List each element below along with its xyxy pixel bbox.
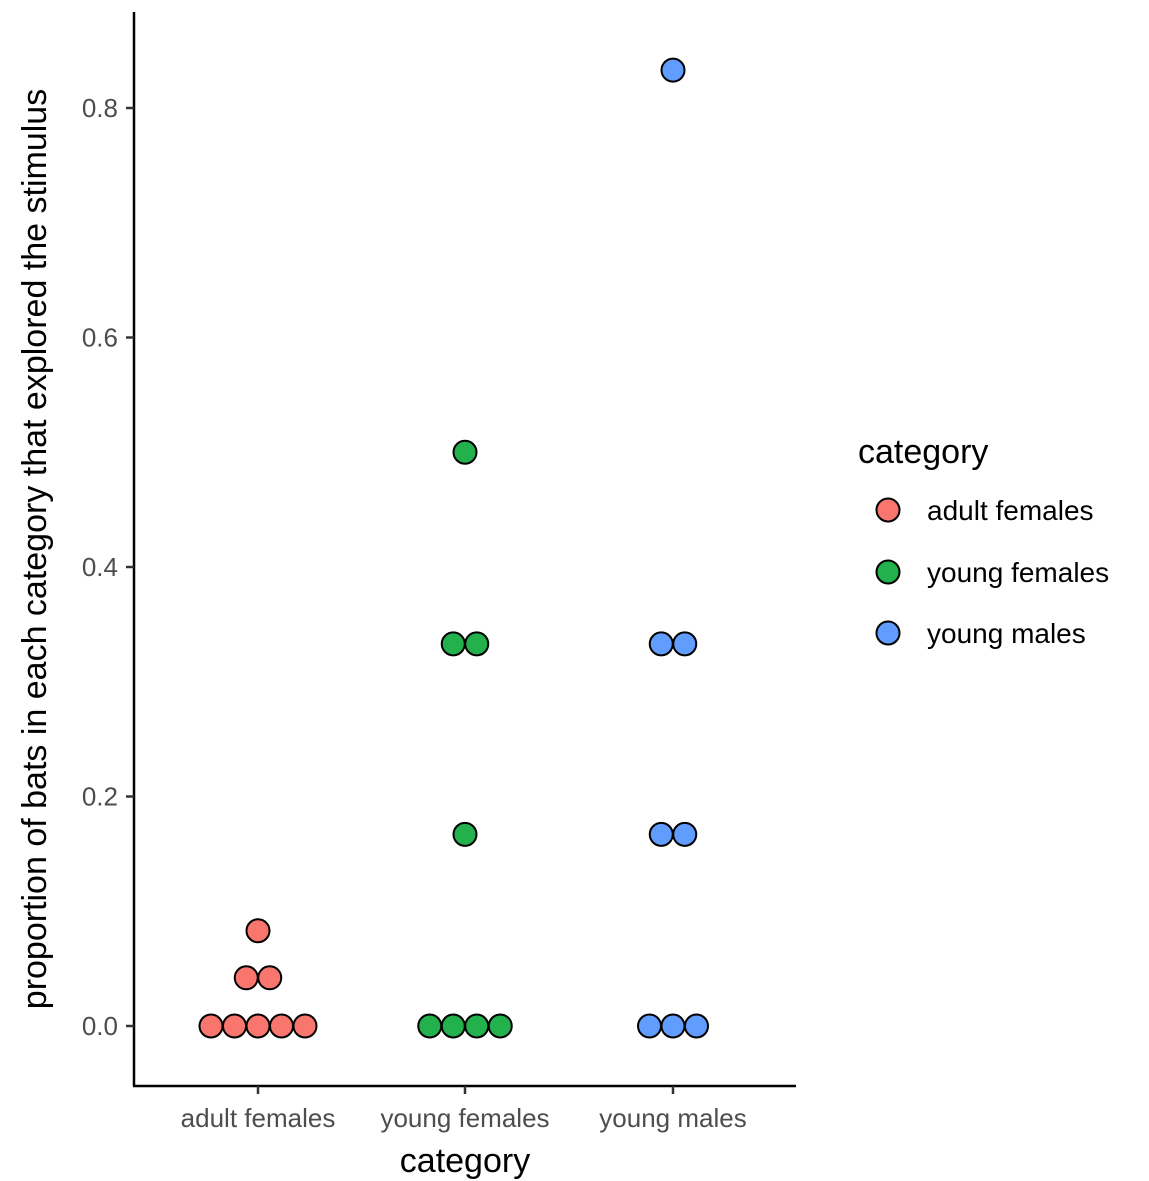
x-tick-label: adult females — [181, 1103, 336, 1133]
y-tick-label: 0.0 — [82, 1011, 118, 1041]
data-point-young-males — [650, 632, 673, 655]
legend: category adult females young females young… — [858, 433, 1109, 649]
legend-label: young females — [927, 557, 1109, 588]
y-tick-label: 0.4 — [82, 552, 118, 582]
legend-key-young-females — [877, 561, 900, 584]
legend-label: young males — [927, 618, 1086, 649]
data-point-young-females — [454, 441, 477, 464]
y-axis-ticks: 0.0 0.2 0.4 0.6 0.8 — [82, 93, 134, 1041]
legend-items: adult females young females young males — [877, 495, 1110, 649]
data-point-adult-females — [247, 919, 270, 942]
y-tick-label: 0.2 — [82, 782, 118, 812]
legend-key-young-males — [877, 622, 900, 645]
data-point-adult-females — [270, 1015, 293, 1038]
data-point-young-females — [454, 823, 477, 846]
data-point-adult-females — [294, 1015, 317, 1038]
data-point-adult-females — [223, 1015, 246, 1038]
legend-label: adult females — [927, 495, 1094, 526]
data-point-young-males — [673, 823, 696, 846]
data-point-young-males — [650, 823, 673, 846]
legend-key-adult-females — [877, 499, 900, 522]
data-point-adult-females — [200, 1015, 223, 1038]
data-point-young-females — [489, 1015, 512, 1038]
data-point-young-females — [465, 1015, 488, 1038]
data-point-young-males — [638, 1015, 661, 1038]
data-point-young-males — [685, 1015, 708, 1038]
x-tick-label: young females — [380, 1103, 549, 1133]
data-point-young-males — [662, 59, 685, 82]
legend-title: category — [858, 433, 988, 471]
x-tick-label: young males — [599, 1103, 746, 1133]
y-tick-label: 0.8 — [82, 93, 118, 123]
y-axis-title: proportion of bats in each category that… — [16, 89, 54, 1009]
data-point-young-females — [418, 1015, 441, 1038]
y-tick-label: 0.6 — [82, 323, 118, 353]
plot-area: 0.0 0.2 0.4 0.6 0.8 adult females young femal… — [82, 12, 796, 1133]
x-axis-ticks: adult females young females young males — [181, 1086, 747, 1133]
data-point-young-females — [442, 632, 465, 655]
data-point-young-females — [442, 1015, 465, 1038]
x-axis-title: category — [400, 1142, 530, 1180]
data-points — [200, 59, 709, 1038]
data-point-young-females — [465, 632, 488, 655]
data-point-adult-females — [247, 1015, 270, 1038]
data-point-adult-females — [235, 966, 258, 989]
data-point-young-males — [673, 632, 696, 655]
data-point-young-males — [662, 1015, 685, 1038]
data-point-adult-females — [258, 966, 281, 989]
